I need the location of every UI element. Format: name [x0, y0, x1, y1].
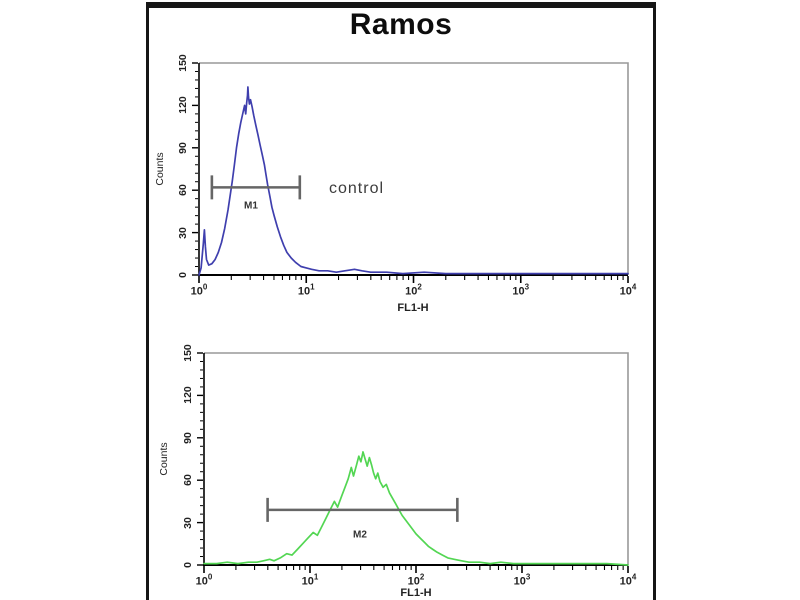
- figure-frame: [146, 2, 656, 600]
- y-axis-tick-label: 120: [182, 386, 194, 405]
- x-axis-tick-label: 102: [407, 572, 425, 588]
- y-axis-tick-label: 120: [177, 96, 189, 115]
- x-axis-tick-label: 101: [301, 572, 319, 588]
- x-axis-title-bottom: FL1-H: [400, 587, 432, 599]
- y-axis-title-bottom: Counts: [158, 442, 170, 476]
- y-axis-tick-label: 30: [177, 226, 189, 239]
- y-axis-tick-label: 0: [177, 272, 189, 278]
- y-axis-tick-label: 60: [177, 184, 189, 197]
- marker-m2-label: M2: [353, 529, 367, 541]
- control-annotation: control: [329, 180, 385, 198]
- x-axis-tick-label: 104: [619, 282, 637, 298]
- x-axis-tick-label: 101: [297, 282, 315, 298]
- y-axis-tick-label: 150: [182, 344, 194, 362]
- y-axis-tick-label: 90: [177, 141, 189, 154]
- x-axis-title-top: FL1-H: [397, 302, 429, 314]
- y-axis-tick-label: 60: [182, 474, 194, 487]
- y-axis-tick-label: 0: [182, 562, 194, 568]
- y-axis-tick-label: 150: [177, 54, 189, 72]
- marker-m1-label: M1: [244, 200, 258, 212]
- x-axis-tick-label: 104: [619, 572, 637, 588]
- y-axis-tick-label: 90: [182, 431, 194, 444]
- y-axis-title-top: Counts: [154, 152, 166, 186]
- y-axis-tick-label: 30: [182, 516, 194, 529]
- x-axis-tick-label: 100: [190, 282, 208, 298]
- x-axis-tick-label: 102: [405, 282, 422, 298]
- x-axis-tick-label: 103: [513, 572, 531, 588]
- x-axis-tick-label: 100: [195, 572, 213, 588]
- x-axis-tick-label: 103: [512, 282, 530, 298]
- figure-title: Ramos: [349, 8, 453, 41]
